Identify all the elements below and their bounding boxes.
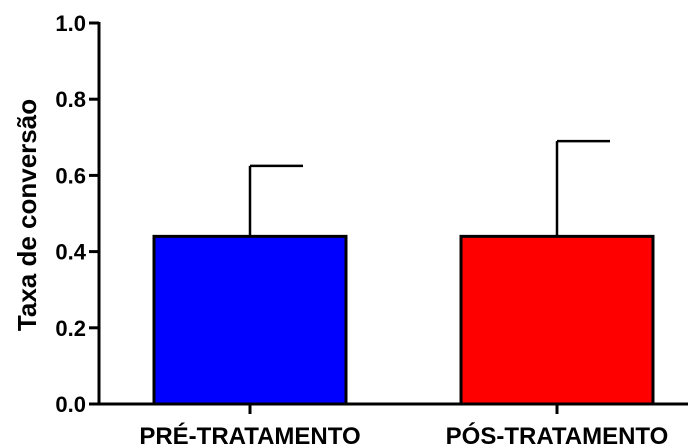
y-tick-label: 0.4	[55, 240, 86, 265]
y-axis-ticks: 0.0 0.2 0.4 0.6 0.8 1.0	[55, 11, 99, 417]
x-axis-ticks: PRÉ-TRATAMENTO PÓS-TRATAMENTO	[139, 404, 668, 447]
bar-pre-tratamento	[152, 234, 348, 406]
y-tick-label: 0.0	[55, 392, 86, 417]
y-axis-title: Taxa de conversão	[12, 99, 42, 331]
y-tick-label: 0.8	[55, 87, 86, 112]
x-tick-label: PÓS-TRATAMENTO	[446, 422, 669, 447]
y-tick-label: 1.0	[55, 11, 86, 36]
x-tick-label: PRÉ-TRATAMENTO	[139, 422, 360, 447]
error-bars	[248, 139, 610, 237]
bars	[152, 234, 655, 406]
y-tick-label: 0.6	[55, 163, 86, 188]
y-tick-label: 0.2	[55, 316, 86, 341]
bar-pos-tratamento	[459, 234, 655, 406]
